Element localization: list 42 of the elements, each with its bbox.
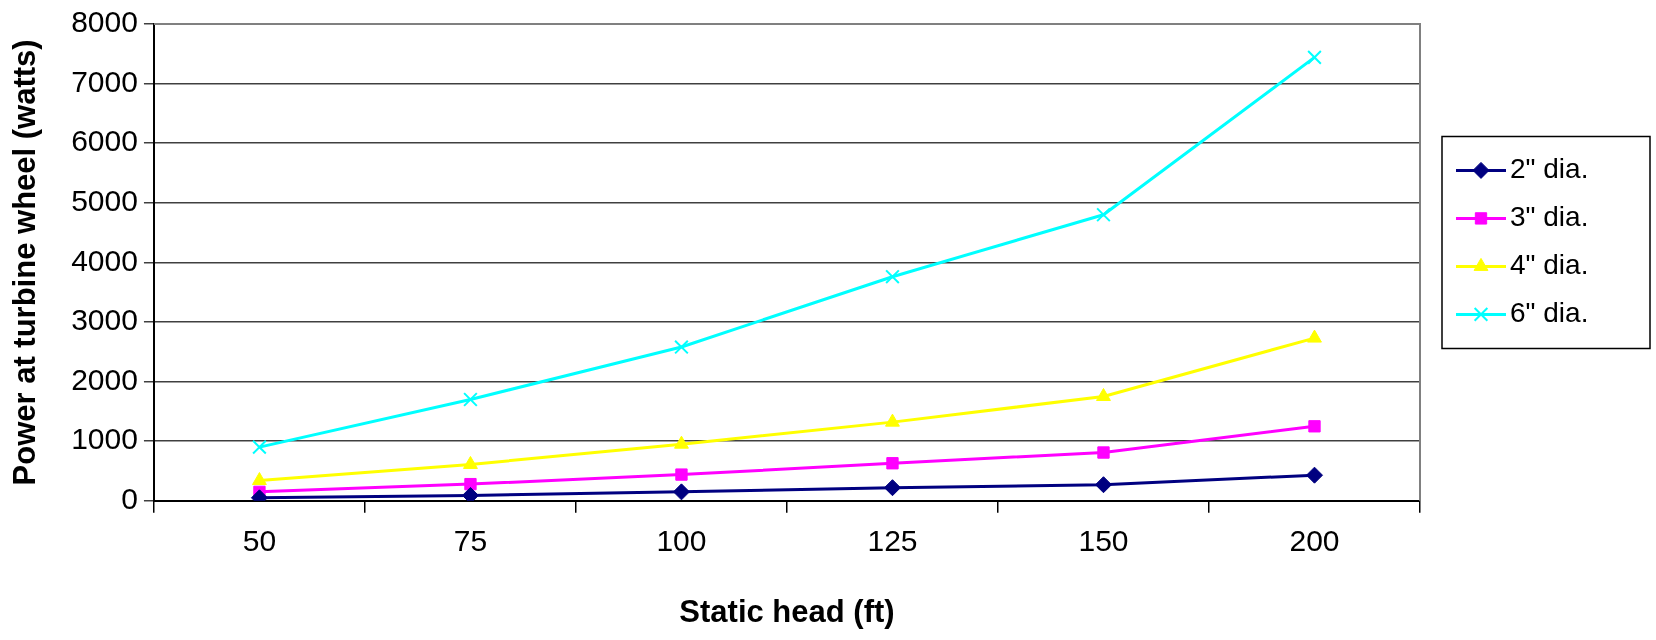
x-tick-label: 100 (656, 524, 707, 558)
point (463, 392, 478, 407)
point (885, 269, 900, 285)
point (461, 486, 479, 501)
x-tick-label: 75 (453, 524, 488, 558)
y-tick-label: 0 (121, 482, 138, 516)
point (1308, 420, 1321, 433)
point (672, 483, 690, 501)
legend-label: 2" dia. (1510, 153, 1589, 185)
point (252, 439, 267, 455)
point (886, 457, 899, 470)
point (883, 479, 901, 497)
x-axis-title: Static head (ft) (679, 593, 895, 629)
point (1305, 466, 1323, 484)
point (674, 339, 689, 355)
y-tick-label: 1000 (71, 422, 138, 456)
point (252, 472, 267, 486)
point (463, 455, 478, 469)
y-tick-label: 5000 (71, 184, 138, 218)
point (1097, 446, 1110, 459)
y-tick-label: 8000 (71, 5, 138, 39)
x-tick-label: 150 (1078, 524, 1129, 558)
point (1096, 207, 1111, 223)
point (1307, 329, 1322, 343)
y-tick-label: 6000 (71, 124, 138, 158)
y-tick-label: 3000 (71, 303, 138, 337)
x-tick-label: 200 (1289, 524, 1340, 558)
point (1307, 50, 1322, 65)
point (885, 413, 900, 427)
y-tick-label: 7000 (71, 64, 138, 98)
x-tick-label: 50 (242, 524, 277, 558)
point (674, 435, 689, 449)
y-axis-title: Power at turbine wheel (watts) (7, 39, 43, 486)
x-tick-label: 125 (867, 524, 918, 558)
legend-label: 3" dia. (1510, 201, 1589, 233)
point (1096, 388, 1111, 401)
point (675, 468, 688, 481)
point (1094, 476, 1112, 494)
legend-label: 6" dia. (1510, 297, 1589, 329)
legend-label: 4" dia. (1510, 249, 1589, 281)
y-tick-label: 4000 (71, 243, 138, 277)
y-tick-label: 2000 (71, 362, 138, 396)
